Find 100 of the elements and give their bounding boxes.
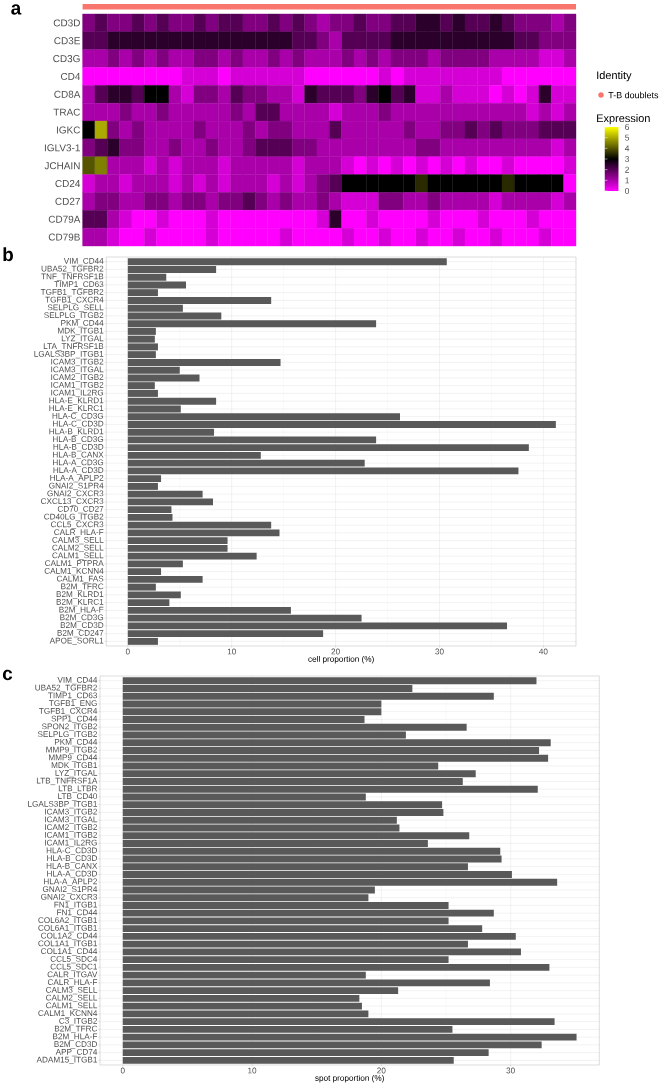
color-bar-label: 1: [625, 177, 630, 184]
y-tick-label: CCL5_CXCR3: [51, 521, 104, 529]
y-tick-label: CALR_HLA-F: [54, 529, 104, 537]
y-tick-label: GNAI2_S1PR4: [49, 482, 104, 491]
y-tick-label: LYZ_ITGAL: [61, 335, 104, 343]
y-tick-label: APP_CD74: [55, 1048, 98, 1057]
y-tick-label: CALM2_SELL: [52, 544, 104, 553]
y-tick-label: LTB_TNFRSF1A: [36, 777, 98, 786]
x-axis-title: cell proportion (%): [308, 655, 374, 664]
y-tick-label: IGKC: [56, 126, 81, 134]
y-tick-label: COL1A2_CD44: [41, 932, 98, 941]
y-tick-label: CD24: [55, 180, 81, 188]
y-tick-label: SELPLG_ITGB2: [37, 731, 97, 739]
y-tick-label: LTB_LTBR: [58, 785, 98, 793]
y-tick-label: B2M_CD3D: [60, 622, 104, 630]
y-tick-label: VIM_CD44: [57, 677, 98, 685]
y-tick-label: TGFB1_CXCR4: [39, 708, 98, 716]
color-bar-label: 0: [625, 188, 630, 194]
y-tick-label: CALR_ITGAV: [47, 971, 98, 979]
y-tick-label: B2M_KLRD1: [56, 591, 104, 599]
x-axis-title: spot proportion (%): [315, 1074, 384, 1083]
y-tick-label: APOE_SORL1: [49, 637, 104, 646]
y-tick-label: TGFB1_CXCR4: [45, 296, 104, 305]
y-tick-label: CALM1_KCNN4: [44, 567, 104, 576]
x-tick-label: 30: [506, 1067, 515, 1074]
y-tick-label: CALM3_SELL: [52, 536, 104, 545]
chart-title: c: [2, 669, 13, 681]
y-tick-label: CALM1_FAS: [56, 575, 104, 584]
y-tick-label: COL1A1_CD44: [41, 948, 98, 956]
y-tick-label: CD79B: [48, 233, 80, 241]
y-tick-label: ICAM1_IL2RG: [45, 839, 97, 848]
y-tick-label: B2M_HLA-F: [59, 606, 104, 615]
y-tick-label: HLA-B_CANX: [46, 862, 98, 871]
y-tick-label: CALM1_KCNN4: [38, 1010, 98, 1018]
y-tick-label: CALM3_SELL: [46, 986, 98, 995]
y-tick-label: B2M_KLRC1: [56, 598, 104, 607]
y-tick-label: HLA-B_CD3D: [53, 443, 104, 452]
y-tick-label: TRAC: [53, 108, 81, 116]
y-tick-label: ICAM3_ITGB2: [51, 358, 104, 367]
y-tick-label: CD3E: [54, 37, 80, 45]
color-bar-label: 2: [625, 166, 629, 173]
y-tick-label: JCHAIN: [44, 162, 80, 170]
y-tick-label: HLA-B_CANX: [53, 451, 104, 460]
y-tick-label: CXCL13_CXCR3: [41, 498, 104, 506]
y-tick-label: IGLV3-1: [44, 144, 80, 152]
y-tick-label: C3_ITGB2: [59, 1017, 97, 1026]
y-tick-label: CD3G: [53, 55, 80, 63]
y-tick-label: CALM1_SELL: [52, 552, 104, 560]
y-tick-label: FN1_ITGB1: [54, 901, 97, 910]
y-tick-label: CCL5_SDC1: [50, 963, 97, 972]
y-tick-label: B2M_TFRC: [61, 583, 104, 591]
y-tick-label: ICAM1_IL2RG: [51, 389, 104, 398]
y-tick-label: MMP9_CD44: [49, 754, 98, 762]
chart-title: a: [11, 4, 22, 15]
y-tick-label: CALR_HLA-F: [47, 979, 98, 987]
y-tick-label: UBA52_TGFBR2: [41, 265, 104, 274]
color-bar-label: 6: [625, 124, 630, 130]
y-tick-label: HLA-C_CD3G: [52, 412, 104, 421]
y-tick-label: SELPLG_SELL: [47, 304, 104, 312]
y-tick-label: COL6A2_ITGB1: [38, 917, 97, 925]
y-tick-label: TNF_TNFRSF1B: [41, 273, 104, 281]
y-tick-label: COL6A1_ITGB1: [38, 924, 97, 933]
y-tick-label: CD4: [60, 72, 81, 80]
y-tick-label: GNAI2_S1PR4: [42, 886, 98, 894]
y-tick-label: TGFB1_ENG: [49, 700, 97, 708]
y-tick-label: CALM1_SELL: [46, 1002, 98, 1010]
y-tick-label: ADAM15_ITGB1: [36, 1056, 97, 1065]
x-tick-label: 30: [435, 648, 444, 655]
y-tick-label: PKM_CD44: [54, 738, 98, 747]
y-tick-label: CD8A: [54, 90, 81, 98]
y-tick-label: ICAM3_ITGAL: [45, 816, 98, 824]
y-tick-label: LGALS3BP_ITGB1: [28, 800, 97, 809]
y-tick-label: MMP9_ITGB2: [46, 746, 97, 755]
y-tick-label: LGALS3BP_ITGB1: [34, 350, 104, 359]
y-tick-label: ICAM3_ITGAL: [51, 366, 104, 374]
y-tick-label: MDK_ITGB1: [58, 327, 104, 336]
color-bar-label: 3: [625, 156, 630, 162]
y-tick-label: B2M_CD3G: [60, 614, 104, 622]
y-tick-label: B2M_HLA-F: [53, 1033, 98, 1041]
y-tick-label: MDK_ITGB1: [51, 762, 97, 770]
y-tick-label: LYZ_ITGAL: [55, 769, 98, 778]
y-tick-label: ICAM1_ITGB2: [51, 381, 104, 390]
y-tick-label: CD79A: [48, 215, 81, 223]
y-tick-label: TIMP1_CD63: [48, 692, 98, 700]
y-tick-label: B2M_TFRC: [54, 1025, 98, 1034]
color-bar-label: 4: [624, 145, 630, 152]
y-tick-label: HLA-A_CD3D: [53, 467, 104, 475]
y-tick-label: GNAI2_CXCR3: [41, 893, 98, 902]
color-bar-label: 5: [625, 134, 630, 141]
y-tick-label: TIMP1_CD63: [54, 281, 104, 289]
y-tick-label: CD3D: [53, 19, 80, 27]
y-tick-label: PKM_CD44: [61, 319, 104, 328]
y-tick-label: HLA-B_CD3G: [53, 436, 104, 444]
x-tick-label: 0: [120, 1067, 125, 1074]
y-tick-label: ICAM2_ITGB2: [51, 374, 104, 382]
x-tick-label: 0: [125, 648, 130, 655]
legend-title: Identity: [597, 71, 632, 82]
y-tick-label: HLA-A_CD3D: [47, 870, 98, 879]
text: T-B doublets: [608, 91, 659, 99]
y-tick-label: TGFB1_TGFBR2: [40, 288, 104, 297]
